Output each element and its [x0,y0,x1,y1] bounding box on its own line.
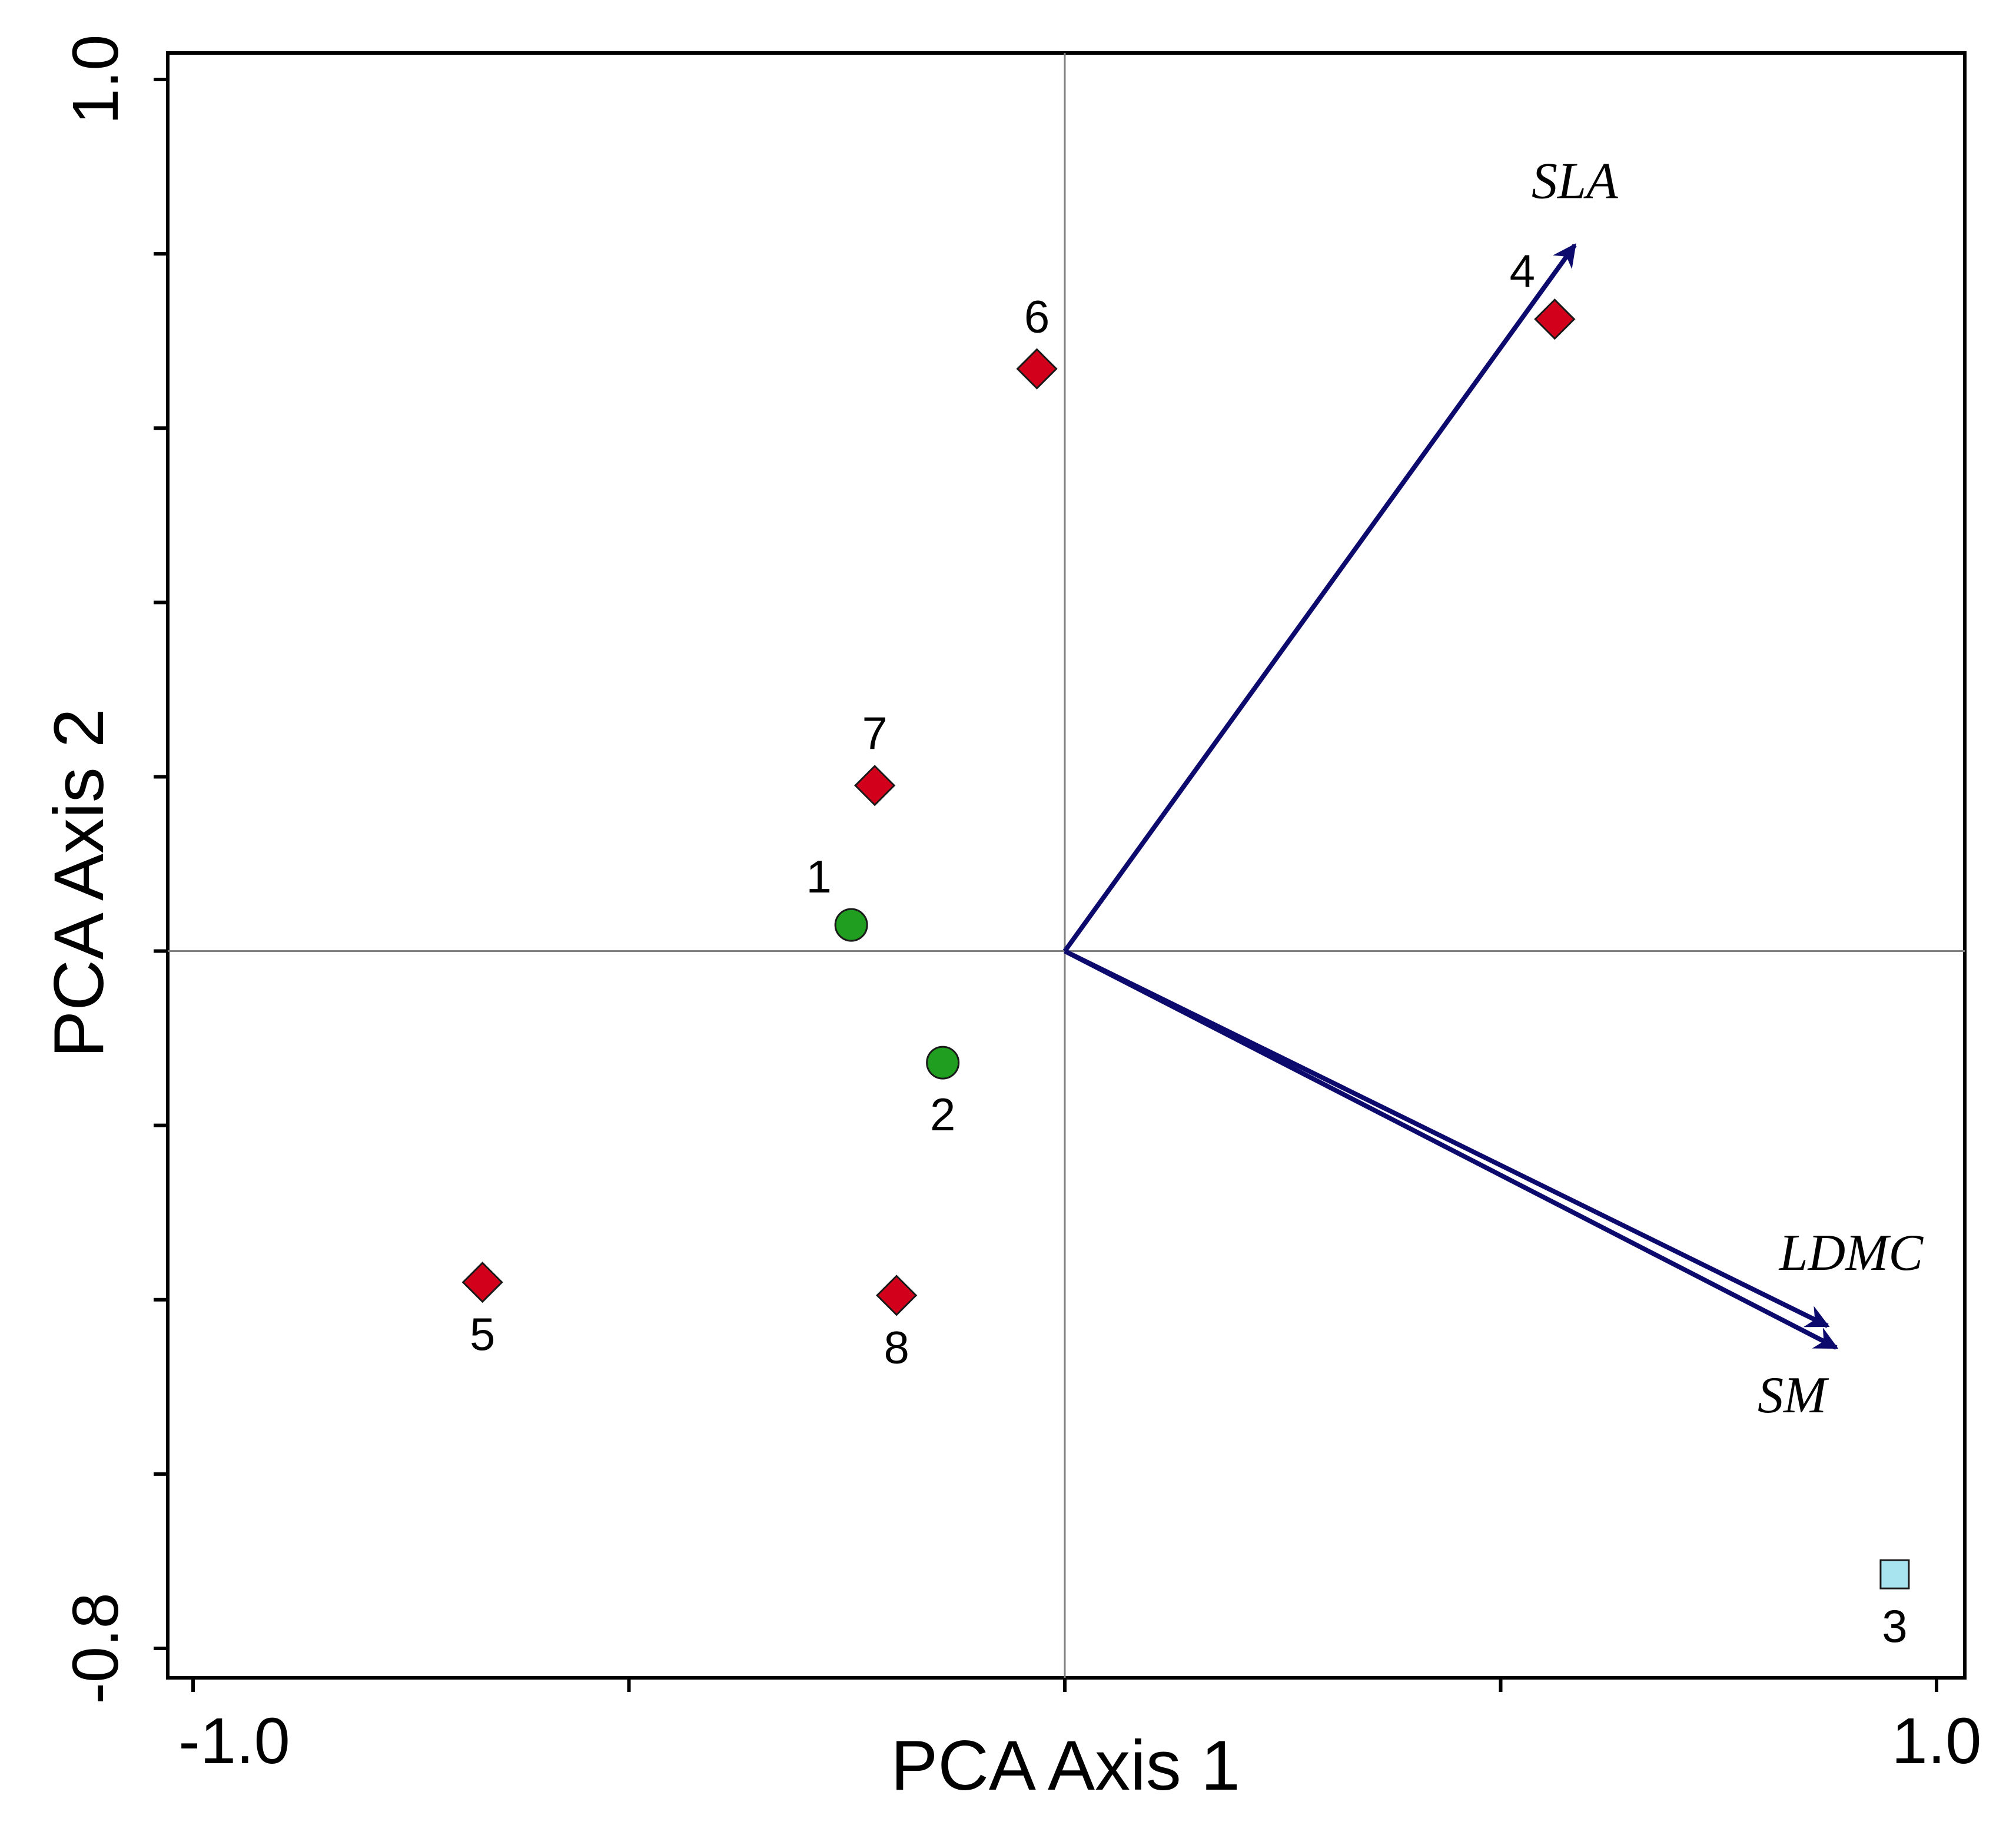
vector-sla [1062,243,1577,953]
x-tick-label: 1.0 [1892,1705,1982,1777]
vector-sm [1064,948,1839,1350]
y-tick-label: 1.0 [59,35,132,125]
point-label-5: 5 [470,1308,495,1360]
y-axis-label: PCA Axis 2 [39,708,118,1058]
vector-label-sm: SM [1758,1367,1829,1424]
point-label-8: 8 [884,1321,909,1373]
y-tick-label: -0.8 [59,1592,132,1704]
vector-label-sla: SLA [1532,152,1619,210]
x-axis-label: PCA Axis 1 [891,1726,1240,1805]
vector-label-ldmc: LDMC [1778,1225,1924,1282]
point-3 [1879,1559,1910,1590]
point-label-1: 1 [806,851,831,902]
axis-ticks: -1.0 1.0 -0.8 1.0 [59,35,1981,1777]
point-8 [876,1275,918,1316]
vector-ldmc [1064,948,1830,1328]
point-7 [854,765,896,807]
x-tick-label: -1.0 [178,1705,290,1777]
trait-vectors: SLA LDMC SM [1062,152,1924,1424]
point-2 [926,1046,960,1080]
point-1 [834,908,868,942]
point-4 [1534,298,1576,340]
site-points: 1 2 3 4 5 6 7 8 [461,245,1910,1652]
point-label-7: 7 [862,707,887,759]
point-label-6: 6 [1024,291,1049,343]
point-label-4: 4 [1510,245,1535,297]
point-label-3: 3 [1882,1600,1907,1652]
point-5 [461,1262,503,1303]
point-6 [1016,348,1058,390]
zero-lines [168,53,1965,1678]
point-label-2: 2 [930,1089,955,1140]
plot-frame [166,51,1967,1680]
